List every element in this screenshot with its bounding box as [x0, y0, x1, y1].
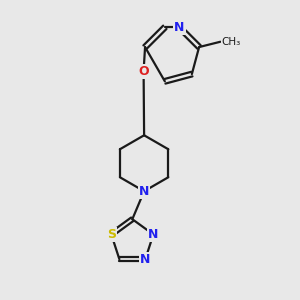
Text: N: N: [139, 185, 149, 198]
Text: S: S: [107, 228, 116, 241]
Text: N: N: [148, 228, 158, 241]
Text: O: O: [138, 65, 149, 78]
Text: CH₃: CH₃: [222, 37, 241, 47]
Text: N: N: [174, 21, 184, 34]
Text: N: N: [140, 253, 151, 266]
